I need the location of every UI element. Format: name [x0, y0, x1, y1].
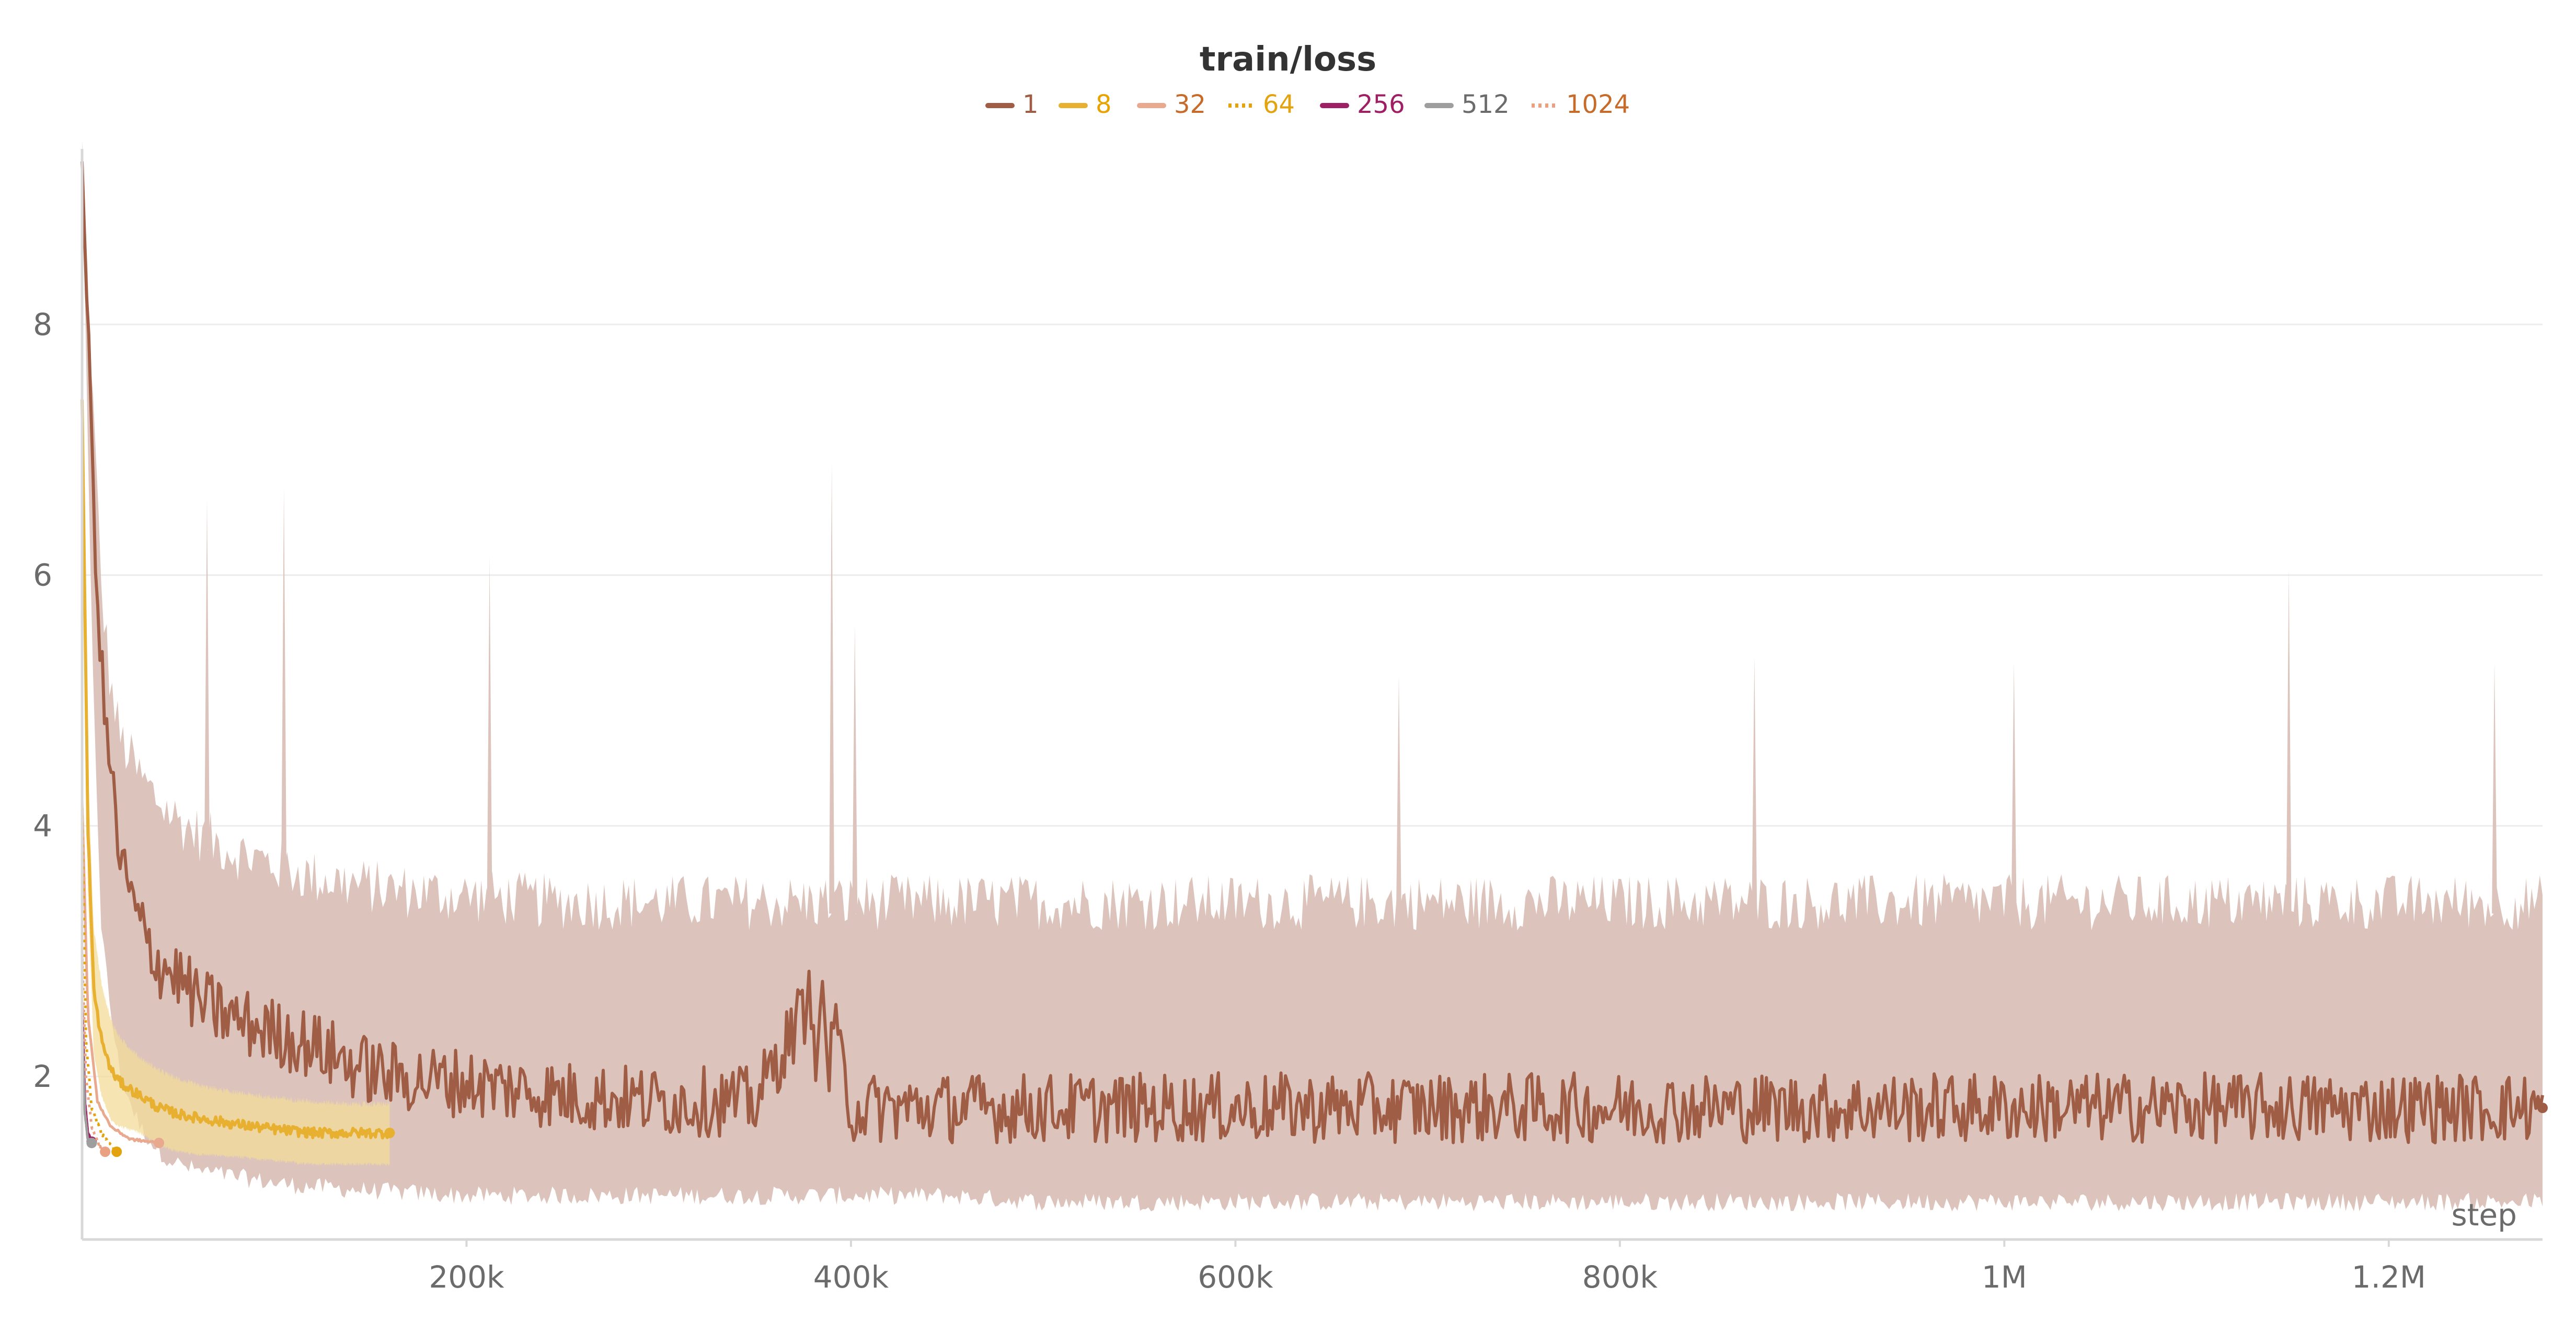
variance-spike-8 [2286, 569, 2292, 914]
y-tick-label-4: 4 [33, 808, 52, 843]
legend-item-1[interactable]: 1 [985, 90, 1039, 119]
legend-item-1024[interactable]: 1024 [1532, 90, 1630, 119]
variance-spike-4 [852, 625, 858, 914]
legend-label-8: 8 [1096, 90, 1112, 119]
y-tick-label-8: 8 [33, 307, 52, 342]
legend-label-256: 256 [1357, 90, 1405, 119]
variance-spike-0 [204, 500, 210, 850]
variance-spike-1 [281, 487, 287, 879]
variance-bands [82, 141, 2543, 1212]
variance-band-series-1 [82, 141, 2543, 1212]
series-end-marker-1024 [100, 1146, 111, 1157]
y-tick-label-6: 6 [33, 558, 52, 593]
legend-item-32[interactable]: 32 [1137, 90, 1206, 119]
series-line-1024 [80, 951, 107, 1153]
series-lines [80, 161, 2548, 1157]
legend-label-64: 64 [1263, 90, 1295, 119]
x-tick-label-1M: 1M [1982, 1259, 2027, 1295]
x-tick-label-400k: 400k [813, 1259, 889, 1295]
variance-spike-5 [1396, 675, 1401, 914]
series-end-marker-8 [384, 1128, 395, 1139]
legend-item-512[interactable]: 512 [1424, 90, 1510, 119]
x-axis-label: step [2452, 1197, 2517, 1233]
legend-label-32: 32 [1174, 90, 1206, 119]
legend-item-64[interactable]: 64 [1228, 90, 1295, 119]
variance-spike-7 [2011, 663, 2017, 914]
variance-spike-2 [487, 556, 492, 909]
series-line-1 [80, 161, 2544, 1145]
axes [80, 149, 2543, 1241]
legend-item-8[interactable]: 8 [1059, 90, 1112, 119]
variance-spike-6 [1752, 656, 1757, 914]
legend-label-1: 1 [1022, 90, 1039, 119]
variance-spike-3 [829, 462, 835, 914]
variance-band-series-8 [82, 397, 390, 1166]
tick-labels: 200k 400k 600k 800k 1M 1.2M 2 4 6 8 [33, 307, 2426, 1295]
x-tick-label-600k: 600k [1198, 1259, 1273, 1295]
y-tick-label-2: 2 [33, 1059, 52, 1094]
series-end-marker-1 [2537, 1103, 2548, 1114]
variance-spike-9 [2492, 663, 2498, 914]
series-end-marker-512 [86, 1138, 97, 1149]
x-tick-label-800k: 800k [1582, 1259, 1658, 1295]
series-end-marker-32 [154, 1138, 165, 1149]
series-end-marker-64 [111, 1146, 122, 1157]
series-line-32 [80, 801, 159, 1145]
legend[interactable]: 1 8 32 64 256 512 1024 [985, 90, 1630, 119]
legend-label-512: 512 [1462, 90, 1510, 119]
legend-label-1024: 1024 [1566, 90, 1630, 119]
x-tick-label-200k: 200k [429, 1259, 504, 1295]
legend-item-256[interactable]: 256 [1320, 90, 1405, 119]
variance-spikes [204, 462, 2498, 914]
chart-title: train/loss [1200, 40, 1376, 79]
x-tick-label-1.2M: 1.2M [2352, 1259, 2426, 1295]
series-line-8 [80, 399, 392, 1140]
